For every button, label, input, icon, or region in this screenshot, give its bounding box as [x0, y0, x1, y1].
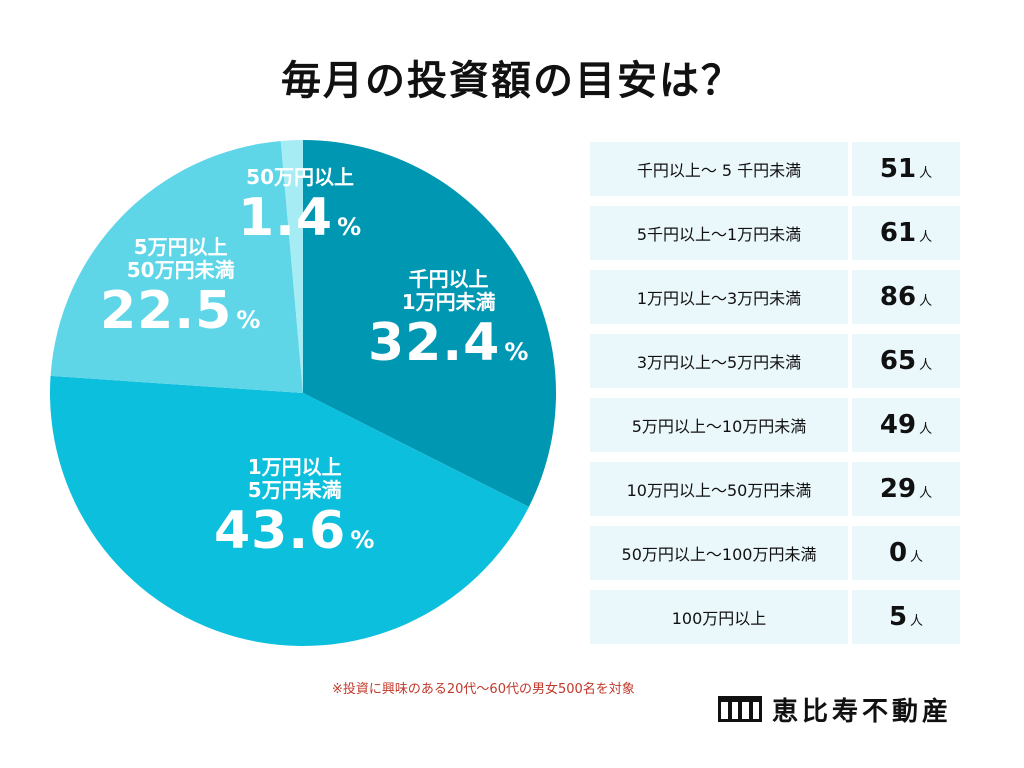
response-count-table: 千円以上〜 5 千円未満 51 人 5千円以上〜1万円未満 61 人 1万円以上〜3万円未満…: [590, 142, 960, 654]
count-unit: 人: [919, 486, 933, 501]
pie-slice-3: [50, 140, 303, 393]
table-row: 50万円以上〜100万円未満 0 人: [590, 526, 960, 580]
count-cell: 51 人: [852, 142, 960, 196]
range-label: 10万円以上〜50万円未満: [590, 462, 848, 516]
count-cell: 29 人: [852, 462, 960, 516]
pie-slice-2: [50, 375, 529, 646]
range-label: 50万円以上〜100万円未満: [590, 526, 848, 580]
pie-slice-4: [280, 140, 303, 393]
page-title: 毎月の投資額の目安は？: [281, 58, 743, 104]
count-value: 86: [879, 282, 917, 312]
slice-label-2: 1万円以上 5万円未満 43.6%: [214, 455, 376, 561]
range-label: 5万円以上〜10万円未満: [590, 398, 848, 452]
count-cell: 65 人: [852, 334, 960, 388]
table-row: 5万円以上〜10万円未満 49 人: [590, 398, 960, 452]
table-row: 千円以上〜 5 千円未満 51 人: [590, 142, 960, 196]
count-value: 5: [888, 602, 908, 632]
company-logo: 恵比寿不動産: [718, 692, 953, 727]
count-value: 65: [879, 346, 917, 376]
count-cell: 49 人: [852, 398, 960, 452]
slice-value-1: 32.4: [368, 313, 501, 373]
table-row: 3万円以上〜5万円未満 65 人: [590, 334, 960, 388]
range-label: 千円以上〜 5 千円未満: [590, 142, 848, 196]
pie-chart: [50, 140, 556, 646]
count-unit: 人: [910, 550, 924, 565]
range-label: 1万円以上〜3万円未満: [590, 270, 848, 324]
count-cell: 86 人: [852, 270, 960, 324]
slice-label-3: 5万円以上 50万円未満 22.5%: [100, 235, 262, 341]
slice-value-3: 22.5: [100, 281, 233, 341]
range-label: 3万円以上〜5万円未満: [590, 334, 848, 388]
survey-note: ※投資に興味のある20代〜60代の男女500名を対象: [332, 682, 635, 697]
count-unit: 人: [919, 230, 933, 245]
table-row: 100万円以上 5 人: [590, 590, 960, 644]
slice-value-2: 43.6: [214, 501, 347, 561]
brand-name: 恵比寿不動産: [772, 696, 953, 727]
count-value: 61: [879, 218, 917, 248]
count-unit: 人: [910, 614, 924, 629]
table-row: 5千円以上〜1万円未満 61 人: [590, 206, 960, 260]
count-unit: 人: [919, 294, 933, 309]
count-value: 49: [879, 410, 917, 440]
slice-label-4: 50万円以上 1.4%: [238, 165, 363, 248]
slice-value-4: 1.4: [238, 188, 334, 248]
count-value: 51: [879, 154, 917, 184]
count-unit: 人: [919, 422, 933, 437]
slice-label-1: 千円以上 1万円未満 32.4%: [368, 267, 530, 373]
table-row: 1万円以上〜3万円未満 86 人: [590, 270, 960, 324]
pie-slice-1: [303, 140, 556, 507]
count-unit: 人: [919, 358, 933, 373]
count-value: 0: [888, 538, 908, 568]
range-label: 5千円以上〜1万円未満: [590, 206, 848, 260]
count-value: 29: [879, 474, 917, 504]
table-row: 10万円以上〜50万円未満 29 人: [590, 462, 960, 516]
range-label: 100万円以上: [590, 590, 848, 644]
count-cell: 61 人: [852, 206, 960, 260]
count-unit: 人: [919, 166, 933, 181]
building-logo-icon: [718, 696, 762, 722]
